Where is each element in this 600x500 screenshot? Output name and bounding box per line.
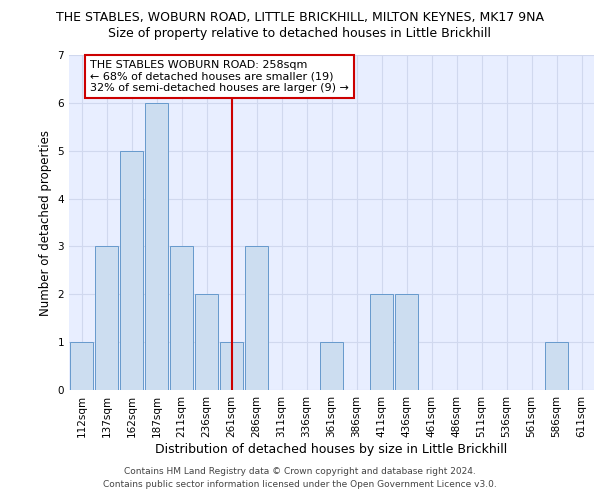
- Bar: [370, 294, 393, 390]
- Bar: [195, 294, 218, 390]
- Text: THE STABLES, WOBURN ROAD, LITTLE BRICKHILL, MILTON KEYNES, MK17 9NA: THE STABLES, WOBURN ROAD, LITTLE BRICKHI…: [56, 11, 544, 24]
- Bar: [220, 342, 243, 390]
- Y-axis label: Number of detached properties: Number of detached properties: [39, 130, 52, 316]
- Bar: [95, 246, 118, 390]
- Bar: [70, 342, 93, 390]
- Bar: [170, 246, 193, 390]
- Text: Size of property relative to detached houses in Little Brickhill: Size of property relative to detached ho…: [109, 28, 491, 40]
- Bar: [320, 342, 343, 390]
- Bar: [120, 150, 143, 390]
- Text: Contains HM Land Registry data © Crown copyright and database right 2024.
Contai: Contains HM Land Registry data © Crown c…: [103, 467, 497, 489]
- Bar: [395, 294, 418, 390]
- Bar: [245, 246, 268, 390]
- Text: THE STABLES WOBURN ROAD: 258sqm
← 68% of detached houses are smaller (19)
32% of: THE STABLES WOBURN ROAD: 258sqm ← 68% of…: [90, 60, 349, 93]
- Bar: [145, 103, 168, 390]
- X-axis label: Distribution of detached houses by size in Little Brickhill: Distribution of detached houses by size …: [155, 442, 508, 456]
- Bar: [545, 342, 568, 390]
